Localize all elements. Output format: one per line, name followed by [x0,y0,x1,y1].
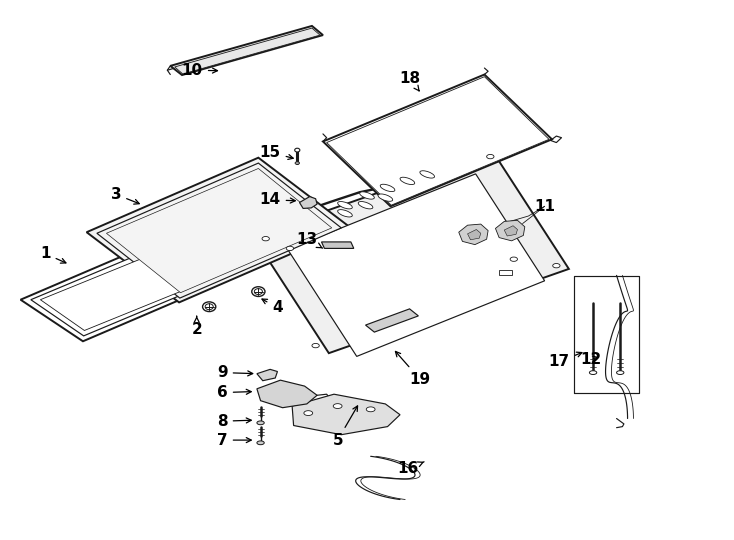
Polygon shape [288,174,545,356]
Ellipse shape [358,201,373,209]
Ellipse shape [203,302,216,312]
Polygon shape [257,369,277,381]
Ellipse shape [286,246,294,251]
Text: 4: 4 [262,299,283,315]
Polygon shape [299,197,317,208]
Ellipse shape [617,370,624,375]
Text: 3: 3 [111,187,139,204]
FancyBboxPatch shape [499,270,512,275]
Text: 19: 19 [396,352,430,387]
Polygon shape [31,251,200,336]
Text: 1: 1 [40,246,66,263]
Text: 10: 10 [182,63,217,78]
Ellipse shape [312,343,319,348]
Text: 2: 2 [192,316,202,337]
Ellipse shape [400,177,415,185]
Polygon shape [253,152,569,353]
Ellipse shape [380,184,395,192]
Ellipse shape [589,370,597,375]
Ellipse shape [378,194,393,201]
Polygon shape [170,26,323,75]
Ellipse shape [304,410,313,416]
Ellipse shape [553,264,560,268]
Ellipse shape [338,201,352,209]
Text: 6: 6 [217,385,251,400]
Text: 12: 12 [581,352,601,367]
Ellipse shape [333,404,342,409]
Text: 8: 8 [217,414,251,429]
Ellipse shape [295,148,300,152]
Text: 18: 18 [399,71,420,91]
Ellipse shape [262,237,269,241]
Text: 16: 16 [398,461,424,476]
Polygon shape [459,224,488,245]
Polygon shape [40,256,191,330]
Ellipse shape [360,192,374,199]
Polygon shape [323,75,552,206]
Ellipse shape [487,154,494,159]
Text: 11: 11 [534,199,555,214]
Polygon shape [175,28,320,74]
Text: 5: 5 [333,406,357,448]
Ellipse shape [257,421,264,424]
Ellipse shape [295,162,299,165]
Text: 15: 15 [260,145,293,160]
Ellipse shape [257,441,264,445]
Text: 13: 13 [297,232,323,248]
Polygon shape [321,242,354,248]
Ellipse shape [252,287,265,296]
Polygon shape [87,158,351,302]
Text: 14: 14 [260,192,295,207]
Ellipse shape [366,407,375,411]
Text: 7: 7 [217,433,251,448]
Polygon shape [504,226,517,236]
Polygon shape [327,77,549,205]
Ellipse shape [420,171,435,178]
Text: 9: 9 [217,365,252,380]
Ellipse shape [510,257,517,261]
Polygon shape [106,168,332,293]
Polygon shape [366,309,418,332]
Ellipse shape [338,210,352,217]
Polygon shape [257,380,317,408]
Ellipse shape [205,303,213,310]
Polygon shape [21,246,209,341]
Polygon shape [97,163,341,298]
Polygon shape [468,230,481,240]
Polygon shape [495,220,525,241]
Text: 17: 17 [549,352,582,369]
Polygon shape [292,394,400,435]
Ellipse shape [254,288,262,295]
